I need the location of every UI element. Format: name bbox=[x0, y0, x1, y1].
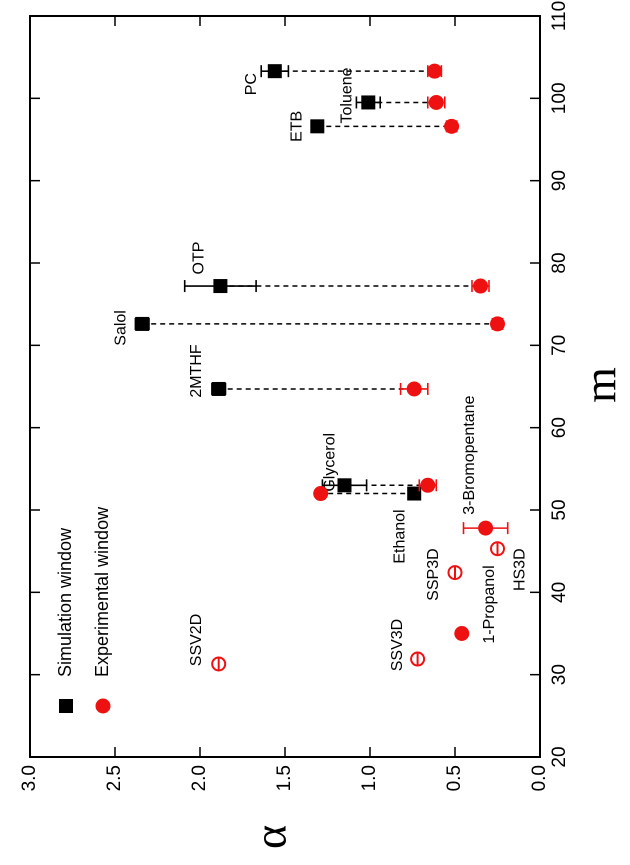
point bbox=[490, 316, 505, 332]
x-axis-title: m bbox=[575, 367, 626, 403]
point bbox=[427, 63, 443, 79]
point bbox=[478, 520, 494, 536]
point-label: Ethanol bbox=[391, 509, 408, 563]
point bbox=[428, 94, 444, 110]
point-label: Toluene bbox=[339, 67, 356, 123]
x-tick-label: 110 bbox=[549, 1, 570, 31]
y-axis-title: α bbox=[245, 825, 296, 849]
point-label: 3-Bromopentane bbox=[461, 395, 478, 514]
point-label: SSV2D bbox=[188, 614, 205, 666]
point bbox=[444, 118, 460, 134]
point bbox=[420, 477, 436, 493]
point-label: SSP3D bbox=[425, 548, 442, 600]
point bbox=[407, 486, 422, 501]
point bbox=[337, 478, 352, 493]
point bbox=[406, 381, 422, 397]
point bbox=[211, 381, 226, 396]
y-tick-label: 3.0 bbox=[19, 765, 40, 791]
x-tick-label: 100 bbox=[549, 82, 570, 114]
x-tick-label: 20 bbox=[549, 746, 570, 767]
y-tick-label: 1.0 bbox=[359, 765, 380, 791]
point-label: SSV3D bbox=[389, 619, 406, 671]
legend-label: Simulation window bbox=[55, 527, 75, 677]
y-tick-label: 0.0 bbox=[529, 765, 550, 791]
point bbox=[213, 279, 228, 294]
legend-marker bbox=[95, 698, 111, 714]
point-label: 2MTHF bbox=[188, 344, 205, 398]
x-tick-label: 70 bbox=[549, 335, 570, 356]
legend-marker bbox=[59, 699, 73, 713]
point-label: HS3D bbox=[512, 548, 529, 591]
point-label: ETB bbox=[289, 111, 306, 142]
point bbox=[361, 95, 376, 110]
legend-label: Experimental window bbox=[92, 506, 112, 677]
y-tick-label: 2.0 bbox=[189, 765, 210, 791]
point bbox=[267, 64, 282, 79]
point bbox=[454, 626, 470, 641]
point bbox=[135, 316, 150, 331]
point-label: 1-Propanol bbox=[481, 565, 498, 643]
plot-area: m α 20 30 40 50 60 70 80 90 100 110 0.0 0.5 1.0 1.5 2.… bbox=[19, 1, 626, 849]
x-tick-label: 40 bbox=[549, 582, 570, 603]
y-tick-label: 0.5 bbox=[444, 765, 465, 791]
point-label: PC bbox=[243, 73, 260, 95]
point bbox=[313, 486, 329, 502]
point-label: Salol bbox=[112, 310, 129, 346]
point-label: OTP bbox=[191, 242, 208, 275]
y-tick-label: 2.5 bbox=[104, 765, 125, 791]
x-tick-label: 30 bbox=[549, 664, 570, 685]
x-tick-label: 90 bbox=[549, 170, 570, 191]
point bbox=[473, 278, 488, 294]
point-label: Glycerol bbox=[322, 433, 339, 492]
x-tick-label: 80 bbox=[549, 252, 570, 273]
x-tick-label: 50 bbox=[549, 499, 570, 520]
x-tick-label: 60 bbox=[549, 417, 570, 438]
point bbox=[310, 119, 325, 134]
y-tick-label: 1.5 bbox=[274, 765, 295, 791]
